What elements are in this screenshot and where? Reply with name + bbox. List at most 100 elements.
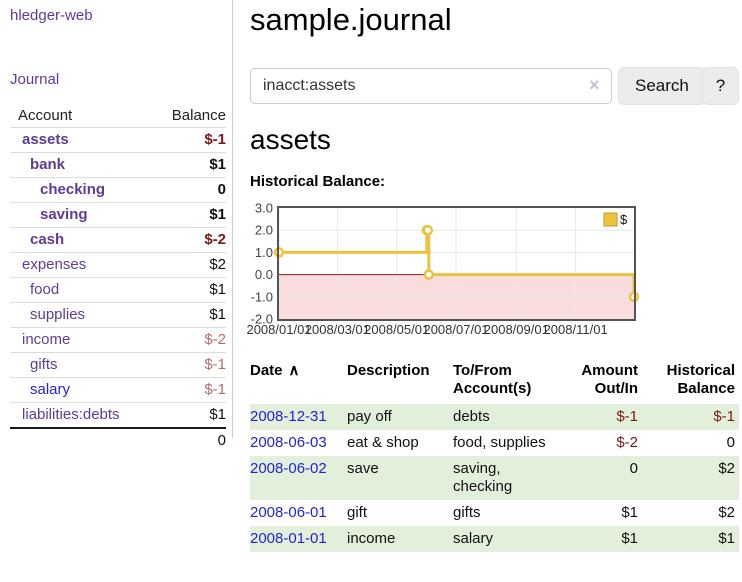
account-row: food $1 (10, 277, 226, 303)
accounts-table: Account Balance assets $-1 bank $1 checking 0… (10, 104, 226, 453)
accounts-total-value: 0 (154, 427, 226, 453)
sidebar-account-link[interactable]: bank (30, 156, 66, 173)
register-row: 2008-06-03 eat & shop food, supplies $-2 0 (250, 430, 739, 456)
register-header-amount: Amount Out/In (581, 362, 638, 397)
account-row: expenses $2 (10, 252, 226, 278)
account-balance: 0 (154, 177, 226, 203)
sidebar-account-link[interactable]: expenses (22, 256, 87, 273)
transaction-date-link[interactable]: 2008-01-01 (250, 530, 327, 547)
plot-border (277, 206, 636, 321)
transaction-date-link[interactable]: 2008-06-01 (250, 504, 327, 521)
x-axis-tick-label: 2008/07/01 (423, 322, 488, 337)
page-title: sample.journal (250, 2, 452, 37)
account-row: supplies $1 (10, 302, 226, 328)
sidebar-accounts-body: assets $-1 bank $1 checking 0 saving $1 cash $-2 e… (10, 128, 226, 453)
sidebar-account-link[interactable]: income (22, 331, 71, 348)
y-axis-tick-label: -2.0 (251, 312, 273, 327)
transaction-description: save (347, 460, 379, 477)
transaction-date-link[interactable]: 2008-12-31 (250, 408, 327, 425)
sidebar-account-link[interactable]: saving (40, 206, 88, 223)
account-row: liabilities:debts $1 (10, 402, 226, 428)
register-row: 2008-01-01 income salary $1 $1 (250, 526, 739, 552)
sidebar-account-link[interactable]: checking (40, 181, 106, 198)
legend-label: $ (620, 212, 628, 227)
sidebar: hledger-web Journal Account Balance asse… (0, 0, 233, 453)
account-balance: $1 (154, 402, 226, 428)
transaction-accounts: debts (453, 408, 490, 425)
register-row: 2008-12-31 pay off debts $-1 $-1 (250, 404, 739, 430)
register-row: 2008-06-01 gift gifts $1 $2 (250, 500, 739, 526)
account-row: assets $-1 (10, 128, 226, 153)
sidebar-account-link[interactable]: salary (30, 381, 71, 398)
transaction-description: income (347, 530, 396, 547)
help-button[interactable]: ? (702, 67, 739, 105)
sidebar-item-journal[interactable]: Journal (10, 71, 60, 88)
account-row: income $-2 (10, 327, 226, 353)
search-form: × Search ? (250, 67, 739, 105)
sidebar-account-link[interactable]: assets (22, 131, 69, 148)
account-row: salary $-1 (10, 377, 226, 403)
data-point-marker (422, 224, 434, 236)
x-axis-tick-label: 2008/01/01 (246, 322, 311, 337)
register-header-description: Description (347, 362, 430, 379)
transaction-amount: $-1 (616, 408, 638, 425)
transaction-description: eat & shop (347, 434, 419, 451)
register-row: 2008-06-02 save saving, checking 0 $2 (250, 456, 739, 500)
sidebar-account-link[interactable]: gifts (30, 356, 58, 373)
x-axis-tick-label: 2008/05/01 (364, 322, 429, 337)
sidebar-account-link[interactable]: liabilities:debts (22, 406, 120, 423)
transaction-accounts: saving, checking (453, 460, 513, 495)
account-balance: $1 (154, 202, 226, 228)
transaction-balance: 0 (726, 434, 735, 451)
transaction-balance: $-1 (713, 408, 735, 425)
transaction-accounts: gifts (453, 504, 481, 521)
accounts-header-balance: Balance (154, 104, 226, 128)
transaction-date-link[interactable]: 2008-06-02 (250, 460, 327, 477)
account-balance: $-2 (154, 227, 226, 253)
chart-title: Historical Balance: (250, 173, 386, 190)
sidebar-account-link[interactable]: cash (30, 231, 65, 248)
y-axis-tick-label: 0.0 (255, 267, 273, 282)
y-axis-tick-label: 3.0 (255, 201, 273, 216)
y-axis-tick-label: -1.0 (251, 289, 273, 304)
sort-ascending-icon: ∧ (288, 362, 300, 379)
search-input[interactable] (250, 68, 612, 104)
account-balance: $-2 (154, 327, 226, 353)
transaction-amount: $-2 (616, 434, 638, 451)
data-point-marker (423, 269, 435, 280)
account-balance: $-1 (154, 377, 226, 403)
transaction-balance: $1 (718, 530, 735, 547)
app-brand-link[interactable]: hledger-web (10, 7, 93, 24)
x-axis-tick-label: 2008/09/01 (484, 322, 549, 337)
transaction-balance: $2 (718, 460, 735, 477)
register-header-accounts: To/From Account(s) (453, 362, 532, 397)
accounts-header-account: Account (10, 104, 155, 128)
transaction-accounts: salary (453, 530, 494, 547)
transaction-description: pay off (347, 408, 392, 425)
account-balance: $2 (154, 252, 226, 278)
x-axis-tick-label: 2008/11/01 (544, 322, 608, 337)
account-row: gifts $-1 (10, 352, 226, 378)
account-row: checking 0 (10, 177, 226, 203)
search-button[interactable]: Search (618, 67, 706, 105)
account-row: saving $1 (10, 202, 226, 228)
transaction-balance: $2 (718, 504, 735, 521)
date-header-label: Date (250, 362, 283, 379)
register-header-balance: Historical Balance (666, 362, 735, 397)
sidebar-account-link[interactable]: food (30, 281, 60, 298)
account-balance: $1 (154, 277, 226, 303)
legend-swatch (603, 212, 618, 227)
y-axis-tick-label: 1.0 (255, 245, 273, 260)
sidebar-account-link[interactable]: supplies (30, 306, 86, 323)
main-content: sample.journal × Search ? assets Histori… (246, 0, 739, 582)
transaction-description: gift (347, 504, 368, 521)
transaction-date-link[interactable]: 2008-06-03 (250, 434, 327, 451)
register-header-date[interactable]: Date ∧ (250, 360, 347, 404)
transaction-amount: $1 (621, 530, 638, 547)
account-row: bank $1 (10, 152, 226, 178)
account-balance: $-1 (154, 352, 226, 378)
clear-search-icon[interactable]: × (589, 75, 600, 95)
transaction-amount: $1 (621, 504, 638, 521)
historical-balance-chart[interactable]: $3.0 2.0 1.0 0.0 -1.0 -2.02008/01/012008/03/0… (246, 201, 662, 341)
